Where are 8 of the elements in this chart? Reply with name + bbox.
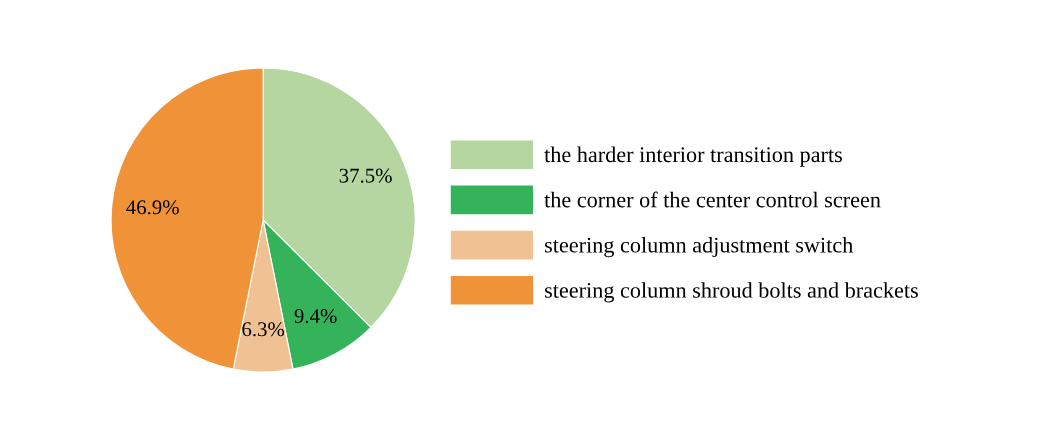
legend-label: steering column shroud bolts and brackets [545,282,918,303]
legend-label: steering column adjustment switch [545,236,854,258]
legend-label: the corner of the center control screen [544,191,881,208]
data-label: 46.9% [126,200,179,215]
data-label: 6.3% [242,322,285,337]
data-label: 37.5% [339,168,392,183]
legend-label: the harder interior transition parts [544,146,842,167]
data-label: 9.4% [294,309,337,324]
